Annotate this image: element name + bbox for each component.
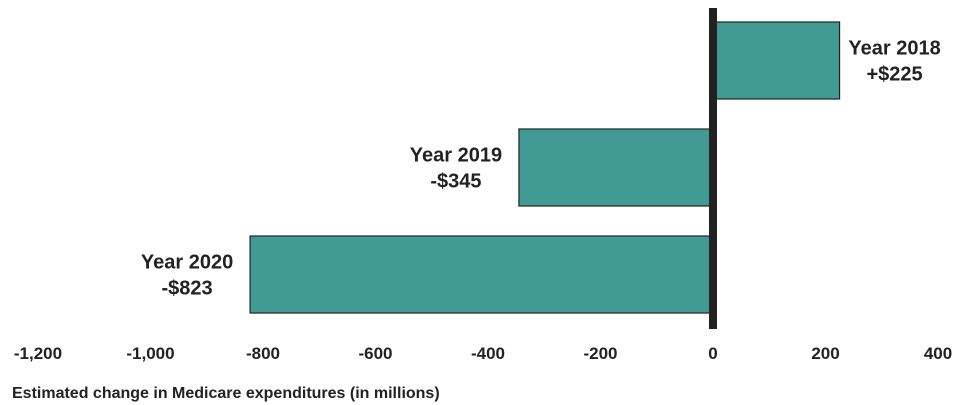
x-tick-label: -400 <box>471 344 505 363</box>
bars-group <box>249 21 841 314</box>
value-label: +$225 <box>866 64 922 86</box>
x-tick-label: 0 <box>708 344 717 363</box>
x-axis-label: Estimated change in Medicare expenditure… <box>12 385 440 402</box>
value-label: -$345 <box>430 171 481 193</box>
x-tick-label: -800 <box>246 344 280 363</box>
category-label: Year 2020 <box>141 252 233 274</box>
x-tick-label: -200 <box>583 344 617 363</box>
bar-year-2018 <box>712 21 841 100</box>
x-tick-label: 200 <box>811 344 839 363</box>
x-tick-labels-group: -1,200 -1,000 -800 -600 -400 -200 0 200 400 <box>14 344 952 363</box>
bar-year-2019 <box>518 128 714 207</box>
category-label: Year 2019 <box>410 145 502 167</box>
x-tick-label: -1,200 <box>14 344 62 363</box>
x-tick-label: 400 <box>924 344 952 363</box>
x-tick-label: -1,000 <box>126 344 174 363</box>
value-label: -$823 <box>161 278 212 300</box>
bar-year-2020 <box>249 235 714 314</box>
x-tick-label: -600 <box>358 344 392 363</box>
category-label: Year 2018 <box>848 38 940 60</box>
bar-labels-group: Year 2018 +$225 Year 2019 -$345 Year 2020 -$8… <box>141 38 941 300</box>
